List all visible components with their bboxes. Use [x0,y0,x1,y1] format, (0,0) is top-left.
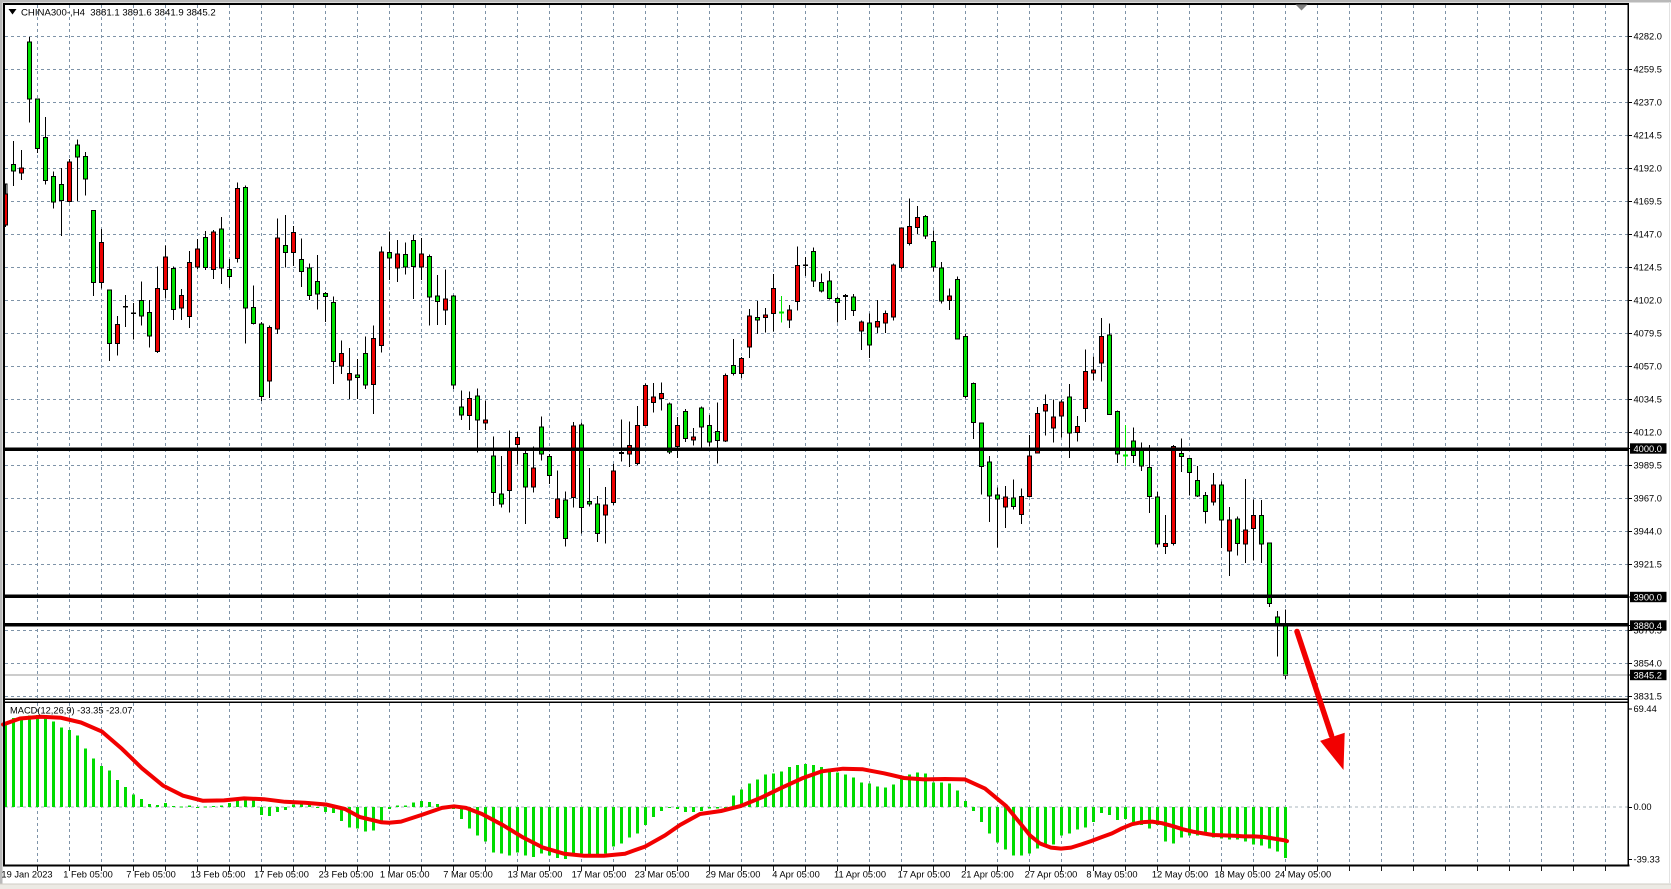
svg-text:4000.0: 4000.0 [1634,444,1662,454]
svg-text:17 Mar 05:00: 17 Mar 05:00 [572,870,627,880]
svg-text:0.00: 0.00 [1634,802,1652,812]
svg-text:7 Mar 05:00: 7 Mar 05:00 [443,870,493,880]
svg-text:3831.5: 3831.5 [1634,691,1662,701]
svg-text:CHINA300-,H4 3881.1 3891.6 38: CHINA300-,H4 3881.1 3891.6 3841.9 3845.2 [21,8,216,19]
svg-text:3900.0: 3900.0 [1634,592,1662,602]
svg-text:-39.33: -39.33 [1634,854,1660,864]
svg-text:19 Jan 2023: 19 Jan 2023 [1,870,52,880]
svg-text:13 Mar 05:00: 13 Mar 05:00 [508,870,563,880]
svg-text:3854.0: 3854.0 [1634,658,1662,668]
svg-text:23 Mar 05:00: 23 Mar 05:00 [635,870,690,880]
svg-text:11 Apr 05:00: 11 Apr 05:00 [834,870,886,880]
svg-text:4237.0: 4237.0 [1634,97,1662,107]
svg-text:23 Feb 05:00: 23 Feb 05:00 [319,870,374,880]
svg-text:4034.5: 4034.5 [1634,394,1662,404]
svg-text:3921.5: 3921.5 [1634,559,1662,569]
svg-text:MACD(12,26,9) -33.35 -23.07: MACD(12,26,9) -33.35 -23.07 [10,706,132,716]
svg-text:21 Apr 05:00: 21 Apr 05:00 [961,870,1014,880]
svg-text:4192.0: 4192.0 [1634,163,1662,173]
svg-text:24 May 05:00: 24 May 05:00 [1275,870,1331,880]
svg-text:17 Feb 05:00: 17 Feb 05:00 [254,870,309,880]
svg-text:13 Feb 05:00: 13 Feb 05:00 [191,870,246,880]
svg-text:4282.0: 4282.0 [1634,31,1662,41]
svg-text:4259.5: 4259.5 [1634,64,1662,74]
svg-text:4 Apr 05:00: 4 Apr 05:00 [772,870,820,880]
svg-text:17 Apr 05:00: 17 Apr 05:00 [898,870,951,880]
svg-text:3989.5: 3989.5 [1634,460,1662,470]
svg-text:27 Apr 05:00: 27 Apr 05:00 [1025,870,1078,880]
svg-text:3845.2: 3845.2 [1634,670,1662,680]
svg-text:8 May 05:00: 8 May 05:00 [1086,870,1137,880]
svg-text:4079.5: 4079.5 [1634,328,1662,338]
svg-text:3880.4: 3880.4 [1634,621,1662,631]
svg-text:4169.5: 4169.5 [1634,196,1662,206]
svg-text:69.44: 69.44 [1634,704,1657,714]
svg-text:3967.0: 3967.0 [1634,493,1662,503]
svg-text:1 Feb 05:00: 1 Feb 05:00 [63,870,113,880]
svg-text:7 Feb 05:00: 7 Feb 05:00 [126,870,176,880]
svg-text:18 May 05:00: 18 May 05:00 [1214,870,1270,880]
svg-text:4147.0: 4147.0 [1634,229,1662,239]
svg-text:4012.0: 4012.0 [1634,427,1662,437]
svg-text:29 Mar 05:00: 29 Mar 05:00 [706,870,761,880]
svg-text:4214.5: 4214.5 [1634,130,1662,140]
svg-text:12 May 05:00: 12 May 05:00 [1152,870,1208,880]
svg-text:1 Mar 05:00: 1 Mar 05:00 [380,870,430,880]
svg-text:4124.5: 4124.5 [1634,262,1662,272]
svg-text:4057.0: 4057.0 [1634,361,1662,371]
svg-text:4102.0: 4102.0 [1634,295,1662,305]
svg-text:3944.0: 3944.0 [1634,526,1662,536]
